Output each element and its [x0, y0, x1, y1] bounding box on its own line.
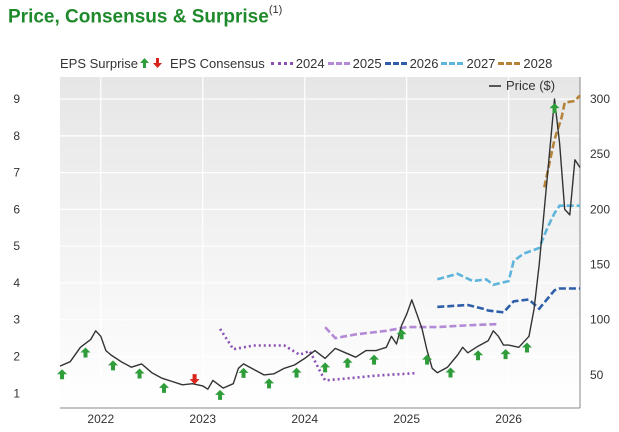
y-right-tick-label: 50: [590, 368, 604, 382]
title-footnote: (1): [268, 4, 283, 16]
x-tick-label: 2022: [87, 412, 114, 426]
up-arrow-icon: [140, 58, 150, 68]
y-left-tick-label: 1: [13, 386, 20, 400]
legend-price-label: Price ($): [506, 78, 555, 93]
consensus-line-2026: [437, 287, 580, 314]
x-tick-label: 2024: [291, 412, 318, 426]
legend-year-2025: 2025: [327, 55, 382, 71]
surprise-up-arrow-icon: [159, 382, 169, 393]
legend-swatch-2026: [384, 61, 407, 65]
x-tick-label: 2026: [495, 412, 522, 426]
y-left-tick-label: 9: [13, 92, 20, 106]
y-left-tick-label: 6: [13, 202, 20, 216]
chart-title-text: Price, Consensus & Surprise: [8, 6, 269, 28]
surprise-up-arrow-icon: [215, 389, 226, 400]
legend-swatch-2025: [327, 61, 350, 65]
legend-year-label: 2024: [295, 55, 325, 71]
legend-year-label: 2026: [409, 55, 439, 71]
chart-title: Price, Consensus & Surprise(1): [8, 4, 283, 28]
surprise-up-arrow-icon: [134, 368, 145, 379]
surprise-up-arrow-icon: [264, 378, 275, 389]
legend-consensus-label: EPS Consensus: [170, 55, 265, 71]
y-right-tick-label: 200: [590, 202, 610, 216]
surprise-up-arrow-icon: [342, 357, 353, 368]
legend-swatch-2028: [498, 61, 521, 65]
x-tick-label: 2023: [189, 412, 216, 426]
y-left-tick-label: 8: [13, 129, 20, 143]
legend-year-2027: 2027: [441, 56, 495, 71]
x-tick-label: 2025: [393, 412, 420, 426]
surprise-up-arrow-icon: [291, 367, 302, 378]
surprise-up-arrow-icon: [80, 347, 91, 358]
legend-surprise: EPS Surprise: [60, 56, 164, 71]
legend-years: 2024 2025 2026 2027 2028: [270, 55, 556, 71]
y-right-tick-label: 100: [590, 313, 610, 327]
surprise-up-arrow-icon: [108, 360, 119, 371]
legend-year-2028: 2028: [498, 56, 552, 71]
surprise-up-arrow-icon: [422, 354, 433, 365]
legend-swatch-2024: [270, 61, 293, 65]
legend-year-label: 2027: [466, 55, 496, 71]
consensus-line-2028: [543, 94, 581, 188]
chart-legend: EPS Surprise EPS Consensus 2024 2025 2026 2…: [60, 55, 555, 71]
surprise-up-arrow-icon: [396, 329, 407, 340]
legend-consensus: EPS Consensus: [170, 56, 265, 71]
consensus-line-2027: [436, 204, 580, 287]
surprise-up-arrow-icon: [500, 349, 511, 360]
surprise-down-arrow-icon: [189, 374, 200, 385]
y-right-tick-label: 150: [590, 258, 610, 272]
surprise-up-arrow-icon: [238, 367, 249, 378]
y-left-tick-label: 7: [13, 166, 20, 180]
y-left-tick-label: 3: [13, 313, 20, 327]
legend-surprise-label: EPS Surprise: [60, 55, 139, 71]
legend-year-label: 2028: [523, 55, 553, 71]
surprise-up-arrow-icon: [521, 342, 532, 353]
surprise-up-arrow-icon: [369, 354, 380, 365]
surprise-up-arrow-icon: [57, 369, 68, 380]
legend-swatch-2027: [441, 61, 464, 65]
legend-year-2026: 2026: [384, 55, 439, 71]
y-left-tick-label: 5: [13, 239, 20, 253]
surprise-up-arrow-icon: [320, 362, 331, 373]
consensus-line-2025: [324, 322, 499, 340]
legend-year-label: 2025: [352, 55, 382, 71]
surprise-up-arrow-icon: [549, 103, 560, 114]
surprise-up-arrow-icon: [473, 350, 484, 361]
y-left-tick-label: 2: [13, 350, 20, 364]
surprise-up-arrow-icon: [445, 367, 456, 378]
y-left-tick-label: 4: [13, 276, 20, 290]
y-right-tick-label: 250: [590, 147, 610, 161]
price-line: [59, 98, 581, 390]
legend-year-2024: 2024: [270, 55, 325, 71]
plot-area: [60, 77, 580, 408]
down-arrow-icon: [153, 58, 163, 68]
y-right-tick-label: 300: [590, 92, 610, 106]
